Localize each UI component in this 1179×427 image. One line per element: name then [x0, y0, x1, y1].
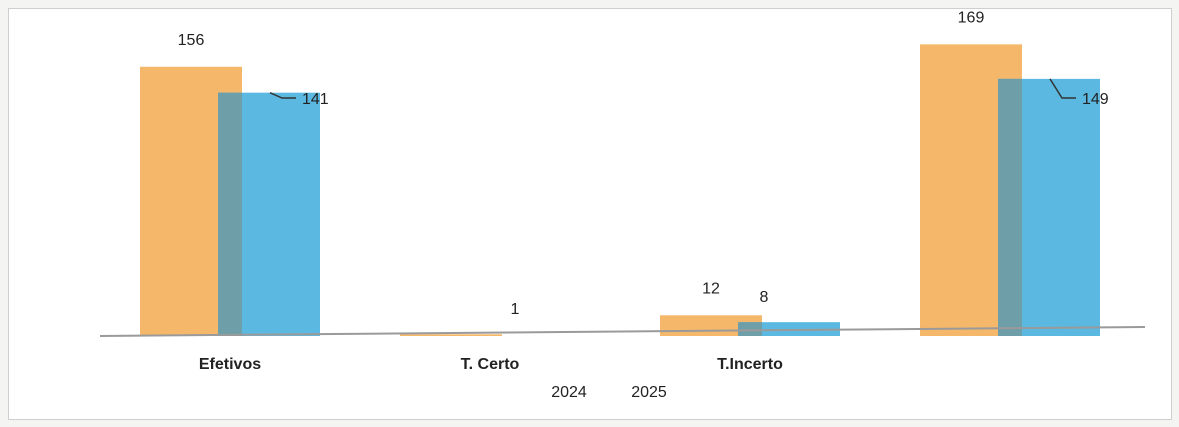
bar-overlap-3 [998, 78, 1022, 337]
data-label-2025-0: 141 [302, 91, 329, 108]
category-label-2: T.Incerto [717, 356, 783, 373]
category-label-1: T. Certo [461, 356, 520, 373]
legend-label-2025: 2025 [631, 384, 667, 401]
bar-2024-1 [400, 334, 502, 336]
x-axis-line [99, 326, 1146, 337]
category-label-0: Efetivos [199, 356, 261, 373]
leader-line-2025-0 [269, 91, 296, 99]
data-label-2024-2: 12 [702, 280, 720, 297]
data-label-2025-2: 8 [760, 289, 769, 306]
bar-overlap-0 [218, 92, 242, 336]
leader-line-2025-3 [1049, 78, 1076, 99]
data-label-2025-3: 149 [1082, 91, 1109, 108]
bar-overlap-2 [738, 322, 762, 336]
legend-label-2024: 2024 [551, 384, 587, 401]
data-label-2024-3: 169 [958, 9, 985, 26]
data-label-2024-0: 156 [178, 32, 205, 49]
data-label-2024-1: 1 [511, 301, 520, 318]
